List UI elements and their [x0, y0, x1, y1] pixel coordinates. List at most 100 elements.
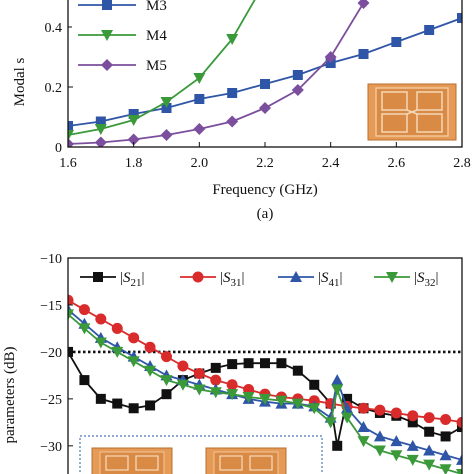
panel-b-point-s32-17	[331, 384, 344, 396]
panel-a-x-tick-label-6: 2.8	[453, 156, 471, 171]
panel-b-point-s32-24	[439, 464, 452, 474]
panel-a-legend-label-m3: M3	[146, 0, 167, 14]
panel-a-legend-marker-m5	[101, 59, 113, 71]
panel-a-point-m5-3	[160, 129, 173, 141]
panel-b-point-s21-13	[276, 358, 287, 369]
panel-b-point-s21-22	[407, 417, 418, 428]
panel-b-point-s21-12	[260, 358, 270, 369]
panel-a-point-m5-9	[357, 0, 370, 9]
panel-b-series-group	[68, 294, 462, 474]
panel-a-x-tick-label-2: 2.0	[191, 156, 209, 171]
panel-b-point-s32-13	[275, 395, 288, 407]
panel-a-point-m3-12	[457, 13, 462, 23]
panel-b-point-s21-9	[210, 362, 221, 373]
panel-b-legend-label-s21: |S21|	[120, 270, 145, 289]
panel-a-point-m3-5	[227, 88, 238, 98]
panel-b-point-s32-16	[324, 417, 337, 429]
panel-a-x-tick-label-4: 2.4	[322, 156, 340, 171]
panel-b-y-tick-label-1: −15	[40, 299, 62, 314]
panel-b-ticks: −10 −15 −20 −25 −30	[40, 252, 73, 455]
panel-b-y-axis-label: parameters (dB)	[2, 346, 18, 443]
panel-b-point-s32-23	[423, 459, 436, 471]
panel-b-point-s21-18	[342, 393, 353, 404]
panel-b-point-s31-5	[144, 341, 156, 353]
panel-b-point-s32-19	[357, 436, 370, 448]
panel-a-legend-marker-m3	[102, 0, 112, 10]
panel-b-legend-marker-s21	[93, 272, 103, 282]
panel-b-axes-frame	[67, 257, 463, 474]
panel-b-point-s21-10	[227, 359, 238, 370]
panel-b-point-s32-1	[78, 323, 91, 335]
panel-b-point-s31-18	[358, 402, 369, 414]
panel-a-point-m3-9	[358, 49, 369, 59]
panel-a-point-m3-4	[194, 94, 205, 104]
panel-a-legend-label-m4: M4	[146, 28, 167, 44]
panel-b-point-s21-15	[309, 379, 320, 390]
panel-b-legend-marker-s32	[386, 272, 398, 283]
panel-a-ticks: 1.6 1.8 2.0 2.2 2.4 2.6 2.8 0 0.2 0.4	[45, 21, 471, 171]
panel-a-point-m3-0	[68, 121, 73, 131]
panel-a-point-m5-7	[291, 84, 304, 96]
panel-a-legend: M3 M4 M5	[72, 0, 190, 80]
panel-b-point-s21-24	[440, 431, 451, 442]
panel-a-point-m5-0	[68, 138, 74, 147]
panel-b-point-s31-8	[193, 368, 205, 380]
panel-b-point-s31-24	[456, 416, 462, 428]
panel-b-legend: |S21| |S31| |S41| |S32|	[80, 270, 439, 289]
panel-b-point-s41-19	[357, 421, 370, 433]
panel-b-point-s41-24	[439, 449, 452, 461]
panel-b-legend-label-s31: |S31|	[220, 270, 245, 289]
panel-a-x-tick-label-5: 2.6	[388, 156, 406, 171]
panel-a-point-m3-6	[260, 79, 270, 89]
panel-a-x-tick-label-3: 2.2	[256, 156, 274, 171]
panel-a-point-m4-0	[68, 130, 74, 141]
panel-b-point-s32-6	[160, 375, 173, 387]
panel-a-point-m3-1	[95, 116, 106, 127]
panel-b-point-s32-8	[193, 384, 206, 396]
panel-b-y-tick-label-3: −25	[40, 393, 62, 408]
panel-a-y-axis-label: Modal s	[12, 57, 28, 106]
panel-a-point-m3-11	[424, 25, 435, 35]
panel-b-point-s41-25	[456, 453, 462, 465]
panel-b-legend-label-s32: |S32|	[414, 270, 439, 289]
panel-b-point-s31-3	[111, 322, 123, 334]
panel-b-point-s21-14	[292, 365, 303, 376]
panel-b-point-s32-5	[144, 365, 157, 377]
panel-b-y-tick-label-0: −10	[40, 252, 62, 267]
panel-b-point-s21-5	[145, 400, 156, 411]
panel-a-point-m5-4	[193, 123, 206, 135]
panel-b-point-s32-15	[308, 403, 321, 415]
panel-a-point-m5-2	[127, 133, 140, 146]
panel-a-x-tick-label-0: 1.6	[59, 156, 77, 171]
panel-b-point-s31-4	[128, 332, 140, 344]
panel-b-point-s41-20	[373, 430, 386, 442]
panel-b-point-s41-17	[331, 374, 344, 386]
panel-b-point-s32-12	[259, 393, 271, 405]
panel-a-point-m4-1	[94, 124, 107, 135]
panel-a-legend-label-m5: M5	[146, 58, 167, 74]
panel-b-point-s21-23	[424, 426, 435, 437]
panel-b-inset-pictures	[79, 435, 323, 474]
panel-b-point-s32-4	[127, 356, 140, 368]
panel-b-point-s32-14	[291, 398, 304, 410]
panel-b-point-s32-9	[209, 387, 222, 399]
panel-b-point-s41-22	[406, 439, 419, 451]
panel-a-y-tick-label-2: 0.4	[45, 21, 63, 36]
panel-a-series-group	[68, 0, 462, 147]
panel-a-x-tick-label-1: 1.8	[125, 156, 143, 171]
panel-b-point-s31-21	[407, 410, 419, 422]
panel-b-point-s32-2	[94, 337, 107, 349]
panel-b-point-s21-3	[112, 398, 123, 409]
panel-b-point-s32-21	[390, 450, 403, 462]
panel-a-point-m5-8	[324, 51, 337, 63]
panel-a-point-m5-1	[94, 136, 107, 147]
panel-b-point-s32-7	[176, 379, 189, 391]
panel-a-point-m3-2	[128, 109, 139, 119]
panel-b-point-s31-2	[95, 313, 107, 325]
panel-a-y-tick-label-0: 0	[55, 141, 62, 156]
panel-b-point-s32-10	[226, 389, 239, 401]
panel-b-point-s21-11	[243, 358, 254, 369]
antenna-inset-picture	[366, 83, 460, 141]
panel-b-point-s31-20	[390, 407, 402, 419]
